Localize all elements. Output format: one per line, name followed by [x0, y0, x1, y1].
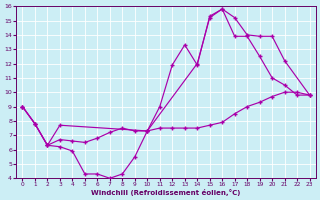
X-axis label: Windchill (Refroidissement éolien,°C): Windchill (Refroidissement éolien,°C) [91, 189, 241, 196]
